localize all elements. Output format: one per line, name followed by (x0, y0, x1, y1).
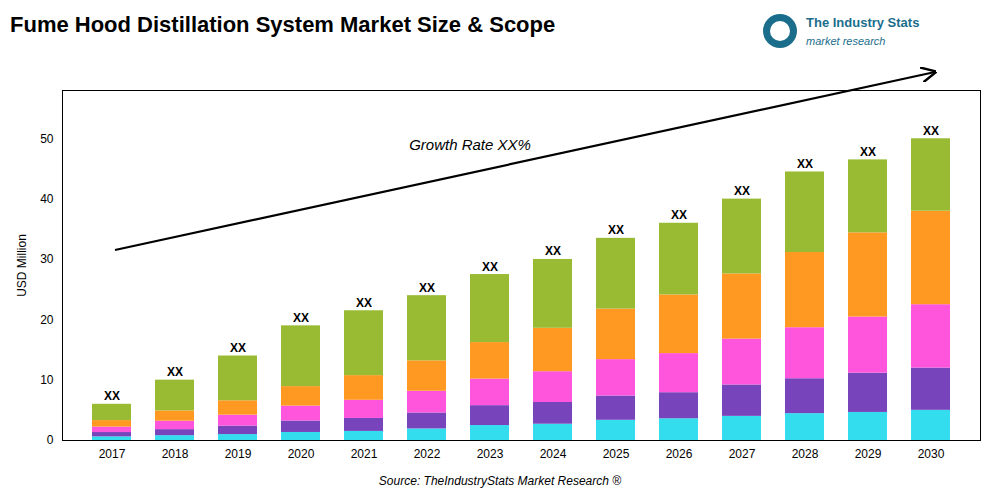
svg-text:2027: 2027 (729, 447, 756, 461)
svg-text:XX: XX (923, 124, 939, 138)
svg-text:2025: 2025 (603, 447, 630, 461)
html-text:Fume Hood Distillation System: Fume Hood Distillation System Market Siz… (10, 12, 556, 37)
svg-text:The Industry Stats: The Industry Stats (806, 15, 919, 30)
svg-text:2018: 2018 (162, 447, 189, 461)
svg-text:2030: 2030 (918, 447, 945, 461)
svg-text:2019: 2019 (225, 447, 252, 461)
html-text:Source: TheIndustryStats Marke: Source: TheIndustryStats Market Research… (378, 474, 622, 488)
svg-text:XX: XX (860, 145, 876, 159)
svg-text:2024: 2024 (540, 447, 567, 461)
svg-text:market research: market research (806, 35, 885, 47)
svg-text:2026: 2026 (666, 447, 693, 461)
svg-text:USD Million: USD Million (15, 234, 29, 297)
svg-text:2029: 2029 (855, 447, 882, 461)
svg-text:0: 0 (47, 433, 54, 447)
svg-text:XX: XX (797, 157, 813, 171)
svg-text:2023: 2023 (477, 447, 504, 461)
svg-text:10: 10 (40, 373, 54, 387)
svg-text:XX: XX (419, 281, 435, 295)
svg-text:2021: 2021 (351, 447, 378, 461)
svg-text:XX: XX (482, 260, 498, 274)
svg-text:XX: XX (545, 244, 561, 258)
svg-text:XX: XX (734, 184, 750, 198)
svg-text:XX: XX (356, 296, 372, 310)
svg-text:2028: 2028 (792, 447, 819, 461)
svg-text:40: 40 (40, 192, 54, 206)
svg-text:20: 20 (40, 313, 54, 327)
svg-text:30: 30 (40, 252, 54, 266)
svg-text:XX: XX (608, 223, 624, 237)
svg-text:2020: 2020 (288, 447, 315, 461)
svg-text:2017: 2017 (99, 447, 126, 461)
svg-text:XX: XX (104, 389, 120, 403)
svg-text:50: 50 (40, 132, 54, 146)
svg-text:2022: 2022 (414, 447, 441, 461)
svg-text:Growth Rate XX%: Growth Rate XX% (409, 136, 531, 153)
svg-text:XX: XX (167, 365, 183, 379)
svg-text:XX: XX (230, 341, 246, 355)
svg-text:XX: XX (293, 311, 309, 325)
svg-text:XX: XX (671, 208, 687, 222)
